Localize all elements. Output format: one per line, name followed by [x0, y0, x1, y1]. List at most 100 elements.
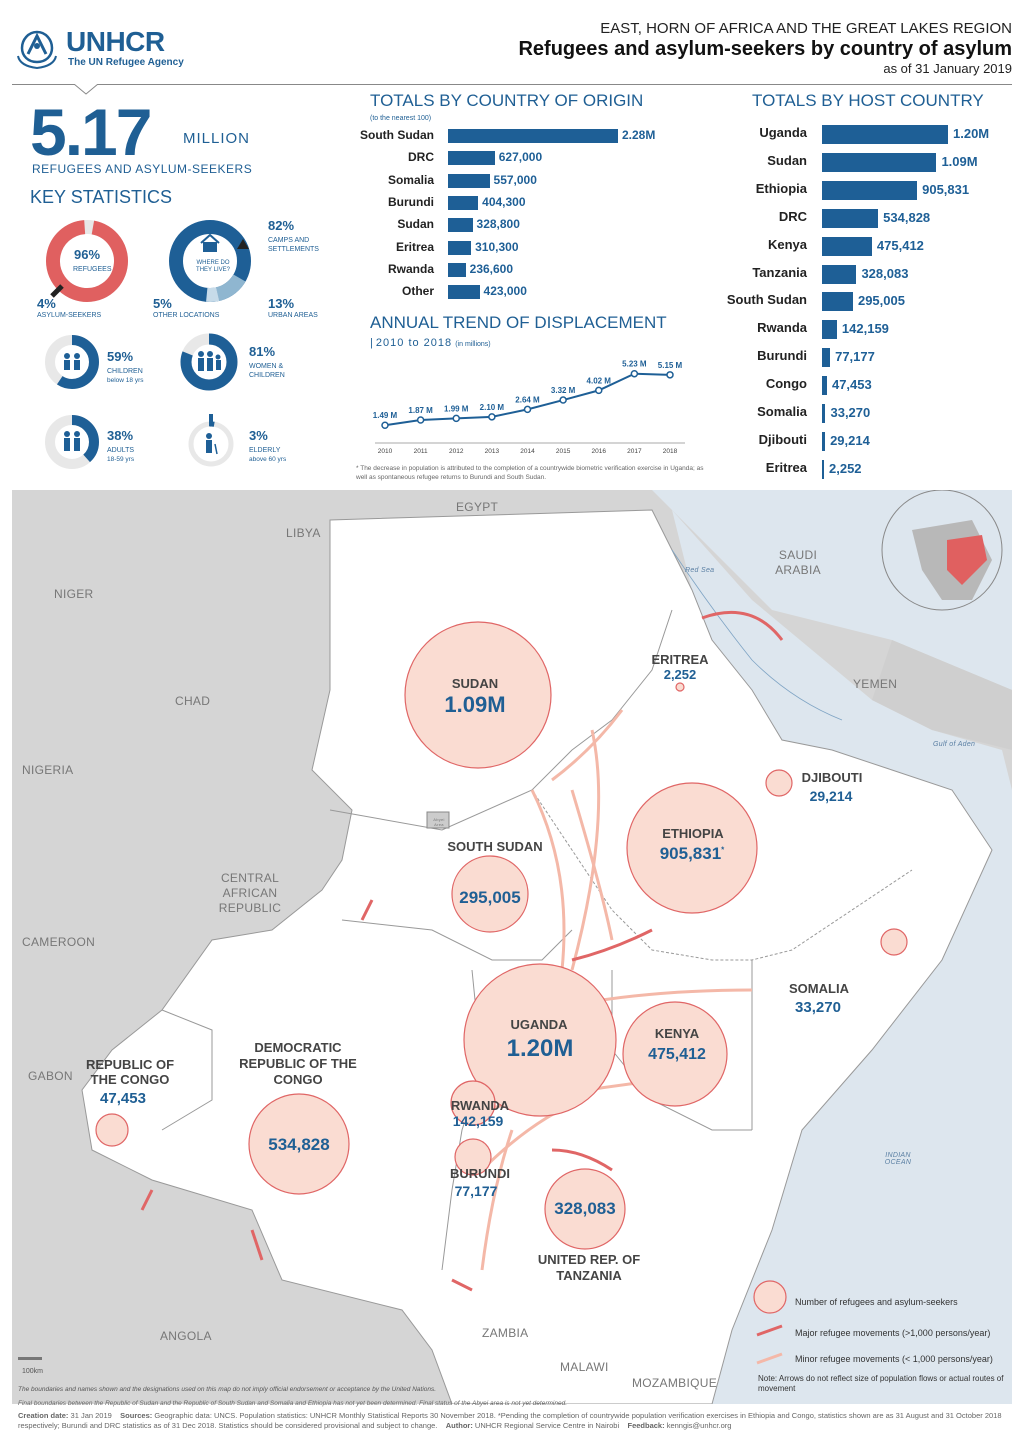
legend-minor-label: Minor refugee movements (< 1,000 persons…: [795, 1354, 993, 1364]
host-category-label: Burundi: [757, 348, 807, 364]
map-disclaimer: The boundaries and names shown and the d…: [18, 1386, 437, 1393]
country-sudan: SUDAN: [451, 676, 499, 691]
circle-sudan: [404, 621, 552, 769]
sea-indian: INDIAN OCEAN: [884, 1152, 912, 1166]
origin-value-label: 423,000: [483, 284, 527, 299]
urban-label: URBAN AREAS: [268, 312, 318, 319]
country-eritrea: ERITREA: [651, 652, 709, 667]
host-category-label: Kenya: [767, 236, 807, 252]
host-bar: [822, 264, 857, 284]
value-eritrea: 2,252: [663, 667, 697, 682]
refugees-donut: [46, 220, 128, 303]
origin-value-label: 404,300: [482, 194, 526, 209]
trend-value-label: 1.49 M: [373, 411, 398, 420]
value-drc: 534,828: [268, 1135, 330, 1154]
origin-bar: [448, 195, 479, 210]
trend-subtitle-bar: |: [370, 337, 376, 349]
sources-label: Sources:: [120, 1411, 153, 1420]
legend-circle-label: Number of refugees and asylum-seekers: [795, 1297, 958, 1307]
total-caption: REFUGEES AND ASYLUM-SEEKERS: [32, 162, 253, 176]
trend-point: [666, 371, 674, 379]
header-notch: [74, 84, 98, 95]
key-stats-title: KEY STATISTICS: [30, 187, 173, 207]
host-bar: [822, 125, 948, 144]
host-value-label: 2,252: [829, 460, 862, 476]
trend-point: [416, 416, 425, 424]
trend-title: ANNUAL TREND OF DISPLACEMENT: [370, 313, 667, 332]
country-ethiopia: ETHIOPIA: [662, 826, 724, 841]
adults-label: ADULTS: [107, 447, 135, 454]
map-label-niger: NIGER: [54, 587, 94, 601]
trend-point: [488, 413, 496, 421]
refugees-label: REFUGEES: [73, 266, 112, 273]
value-uganda: 1.20M: [506, 1035, 574, 1062]
country-south-sudan: SOUTH SUDAN: [447, 839, 543, 854]
host-bar: [822, 152, 937, 172]
host-bar: [822, 431, 826, 451]
children-label: CHILDREN: [107, 368, 143, 375]
value-kenya: 475,412: [648, 1046, 706, 1063]
region-title: EAST, HORN OF AFRICA AND THE GREAT LAKES…: [600, 20, 1012, 37]
map-label-angola: ANGOLA: [160, 1329, 212, 1343]
trend-subtitle: | 2010 to 2018 (in millions): [370, 337, 491, 349]
circle-somalia: [880, 928, 908, 956]
page-date: as of 31 January 2019: [883, 61, 1012, 76]
map-label-gabon: GABON: [28, 1069, 73, 1083]
country-somalia: SOMALIA: [789, 981, 849, 996]
origin-bar: [448, 173, 490, 188]
adults-pct: 38%: [107, 428, 134, 443]
value-djibouti: 29,214: [809, 788, 853, 804]
trend-line-chart: 1.49 M 2010 1.87 M 2011 1.99 M 2012 2.10 M 2013…: [373, 360, 685, 455]
value-ethiopia-asterisk: *: [721, 845, 725, 855]
origin-note: (to the nearest 100): [370, 115, 432, 122]
origin-category-label: Rwanda: [387, 261, 434, 276]
country-drc: DEMOCRATIC REPUBLIC OF THE CONGO: [239, 1040, 357, 1087]
page-title: Refugees and asylum-seekers by country o…: [518, 38, 1012, 60]
trend-point: [559, 396, 567, 404]
legend-circle: [753, 1280, 787, 1314]
origin-value-label: 236,600: [469, 261, 514, 276]
value-south-sudan: 295,005: [459, 888, 521, 907]
host-value-label: 1.20M: [953, 126, 990, 141]
logo-text: UNHCR: [66, 26, 165, 57]
host-title: TOTALS BY HOST COUNTRY: [752, 91, 984, 110]
trend-value-label: 1.99 M: [444, 404, 469, 413]
circle-burundi: [454, 1138, 492, 1176]
origin-bar: [448, 240, 472, 255]
women-pct: 81%: [249, 344, 276, 359]
elderly-label: ELDERLY: [249, 447, 281, 454]
host-bar: [822, 236, 872, 256]
origin-category-label: Other: [401, 284, 434, 299]
host-value-label: 295,005: [857, 293, 905, 309]
logo-subtitle: The UN Refugee Agency: [68, 57, 184, 68]
sources-text: Geographic data: UNCS. Population statis…: [18, 1411, 1002, 1430]
feedback-email[interactable]: kenngis@unhcr.org: [666, 1421, 732, 1430]
map[interactable]: [12, 490, 1012, 1404]
other-label: OTHER LOCATIONS: [153, 312, 220, 319]
trend-unit: (in millions): [455, 341, 491, 348]
map-label-egypt: EGYPT: [456, 500, 499, 514]
children-sub: below 18 yrs: [107, 377, 144, 384]
origin-category-label: South Sudan: [360, 128, 434, 142]
asylum-pct: 4%: [37, 296, 56, 311]
host-category-label: Djibouti: [758, 431, 807, 447]
value-ethiopia: 905,831*: [642, 844, 742, 864]
where-donut: [169, 220, 251, 302]
country-kenya: KENYA: [654, 1026, 700, 1041]
host-category-label: Eritrea: [765, 459, 807, 475]
host-category-label: DRC: [778, 208, 807, 224]
women-label: WOMEN & CHILDREN: [249, 363, 285, 379]
host-category-label: Sudan: [767, 152, 807, 168]
host-value-label: 47,453: [831, 377, 872, 393]
trend-value-label: 2.10 M: [480, 403, 505, 412]
elderly-donut: [188, 414, 234, 467]
trend-point: [381, 421, 389, 429]
host-bar: [822, 320, 837, 340]
host-category-label: Uganda: [759, 125, 807, 140]
host-category-label: South Sudan: [726, 292, 807, 308]
map-label-zambia: ZAMBIA: [482, 1326, 529, 1340]
legend-major-label: Major refugee movements (>1,000 persons/…: [795, 1328, 991, 1338]
sea-gulf-aden: Gulf of Aden: [933, 741, 976, 748]
trend-note: * The decrease in population is attribut…: [356, 465, 704, 481]
origin-bar: [448, 151, 495, 166]
